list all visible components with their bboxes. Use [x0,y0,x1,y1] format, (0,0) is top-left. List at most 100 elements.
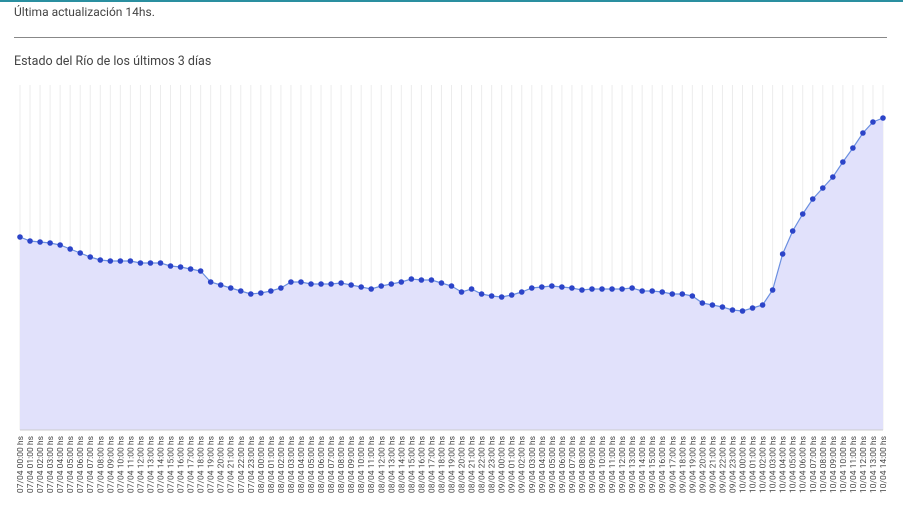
x-tick-label: 08/04 12:00 hs [377,436,387,493]
point [659,289,666,295]
x-tick-label: 08/04 07:00 hs [327,436,337,493]
point [47,240,53,246]
point [579,287,585,293]
x-tick-label: 08/04 00:00 hs [257,436,267,493]
point [860,130,866,136]
x-tick-label: 08/04 03:00 hs [287,436,297,493]
x-tick-label: 07/04 13:00 hs [146,436,156,493]
point [388,281,395,287]
point [258,290,264,296]
x-tick-label: 09/04 15:00 hs [648,436,658,493]
x-tick-label: 10/04 12:00 hs [859,436,869,493]
x-tick-label: 07/04 07:00 hs [86,436,96,493]
point [830,174,836,180]
point [37,239,43,245]
point [348,282,354,288]
x-tick-label: 07/04 04:00 hs [56,436,66,493]
x-tick-label: 07/04 01:00 hs [26,436,36,493]
x-tick-label: 10/04 10:00 hs [839,436,849,493]
x-tick-label: 09/04 10:00 hs [598,436,608,493]
point [137,260,144,266]
x-tick-label: 10/04 02:00 hs [759,436,769,493]
point [288,279,294,285]
x-tick-label: 09/04 12:00 hs [618,436,628,493]
x-tick-label: 07/04 18:00 hs [197,436,207,493]
x-tick-label: 08/04 18:00 hs [437,436,447,493]
point [609,286,615,292]
x-tick-label: 08/04 19:00 hs [448,436,458,493]
x-tick-label: 09/04 06:00 hs [558,436,568,493]
point [237,288,244,294]
x-tick-label: 08/04 14:00 hs [397,436,407,493]
point [398,279,405,285]
x-tick-label: 07/04 20:00 hs [217,436,227,493]
point [488,293,495,299]
x-tick-label: 09/04 20:00 hs [698,436,708,493]
x-tick-label: 10/04 13:00 hs [869,436,879,493]
x-tick-label: 08/04 13:00 hs [387,436,397,493]
update-text: Última actualización 14hs. [14,4,155,19]
chart-title: Estado del Río de los últimos 3 días [14,54,211,69]
point [458,289,465,295]
point [589,286,595,292]
point [729,307,736,313]
x-tick-label: 08/04 15:00 hs [407,436,417,493]
x-tick-label: 08/04 02:00 hs [277,436,287,493]
x-tick-label: 09/04 21:00 hs [708,436,718,493]
point [107,258,114,264]
point [569,285,575,291]
point [177,264,184,270]
point [779,251,786,257]
x-tick-label: 09/04 16:00 hs [658,436,668,493]
x-tick-label: 08/04 17:00 hs [427,436,437,493]
x-tick-label: 08/04 09:00 hs [347,436,357,493]
x-tick-label: 08/04 04:00 hs [297,436,307,493]
point [187,266,194,272]
point [448,283,455,289]
x-tick-label: 08/04 11:00 hs [367,436,377,493]
point [719,304,726,310]
x-tick-label: 08/04 08:00 hs [337,436,347,493]
point [759,302,766,308]
x-tick-label: 07/04 11:00 hs [126,436,136,493]
point [368,286,375,292]
area [20,118,883,430]
point [749,305,756,311]
point [27,238,33,244]
point [318,281,324,287]
point [308,281,314,287]
x-tick-label: 09/04 08:00 hs [578,436,588,493]
point [689,293,696,299]
x-tick-label: 07/04 06:00 hs [76,436,86,493]
point [298,279,304,285]
x-tick-label: 09/04 00:00 hs [498,436,508,493]
point [478,291,485,297]
x-tick-label: 09/04 05:00 hs [548,436,558,493]
x-tick-label: 09/04 22:00 hs [718,436,728,493]
point [167,263,174,269]
point [498,294,505,300]
point [819,185,826,191]
point [217,282,224,288]
x-tick-label: 08/04 21:00 hs [468,436,478,493]
x-tick-label: 09/04 11:00 hs [608,436,618,493]
x-tick-label: 07/04 21:00 hs [227,436,237,493]
point [418,277,425,283]
point [77,250,84,256]
x-tick-label: 08/04 22:00 hs [478,436,488,493]
point [127,258,134,264]
x-tick-label: 07/04 17:00 hs [187,436,197,493]
x-tick-label: 09/04 03:00 hs [528,436,538,493]
point [428,277,435,283]
x-tick-label: 10/04 07:00 hs [809,436,819,493]
point [699,300,706,306]
point [248,291,254,297]
point [87,254,94,260]
point [769,287,776,293]
point [539,284,545,290]
x-tick-label: 10/04 04:00 hs [779,436,789,493]
x-tick-label: 09/04 19:00 hs [688,436,698,493]
point [709,302,716,308]
point [227,285,234,291]
